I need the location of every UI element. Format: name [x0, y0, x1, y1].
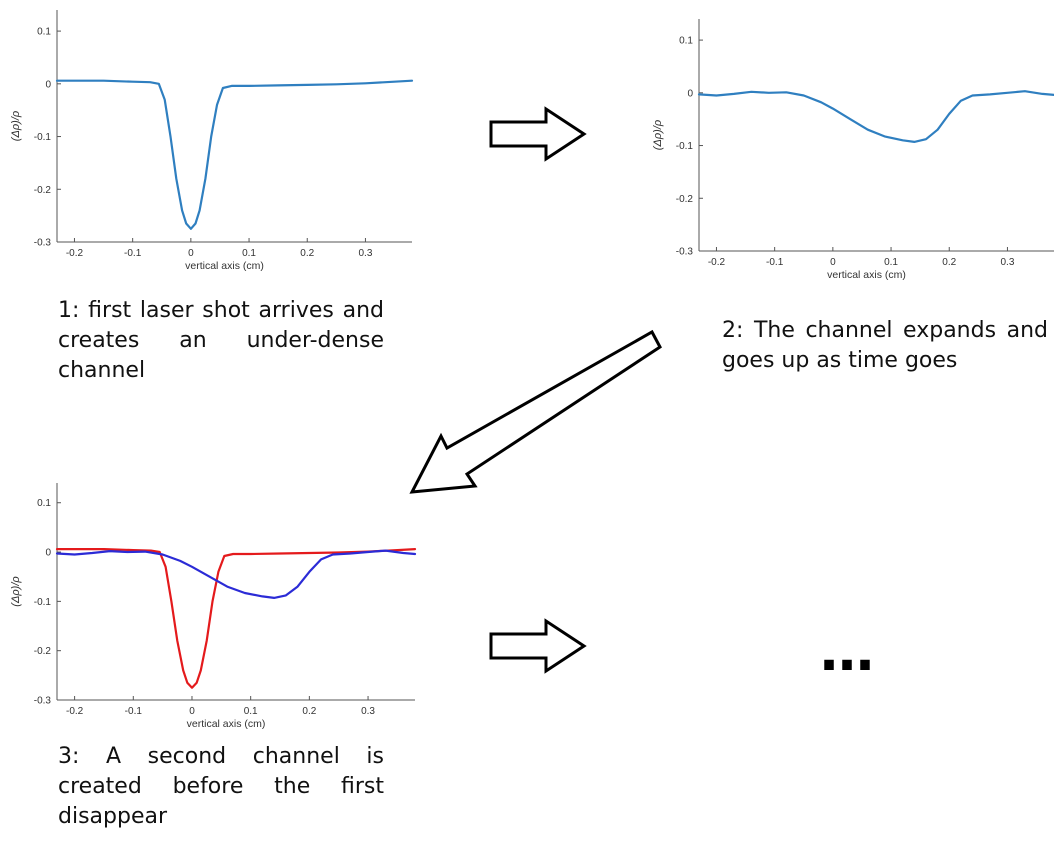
- y-tick-label: -0.2: [34, 646, 52, 657]
- chart-step-3: -0.2 -0.1 0 0.1 0.2 0.3 0.1 0 -0.1 -0.2 -0.3 vertic…: [10, 483, 417, 730]
- x-tick-label: 0.1: [242, 248, 256, 259]
- right-arrow-icon: [489, 618, 587, 674]
- y-tick-label: 0.1: [679, 36, 693, 47]
- y-tick-label: -0.3: [34, 238, 52, 249]
- x-axis-label: vertical axis (cm): [187, 718, 266, 730]
- caption-step-3: 3: A second channel is created before th…: [58, 744, 384, 829]
- x-tick-label: 0: [188, 248, 194, 259]
- x-tick-label: 0.2: [302, 706, 316, 717]
- y-tick-label: 0: [687, 88, 693, 99]
- caption-step-1: 1: first laser shot arrives and creates …: [58, 298, 384, 383]
- y-tick-label: -0.1: [34, 132, 52, 143]
- y-tick-label: -0.2: [676, 194, 694, 205]
- y-tick-label: 0.1: [37, 27, 51, 38]
- series-line-1: [55, 79, 414, 230]
- diagonal-arrow-icon: [409, 329, 662, 494]
- series-line-1: [697, 90, 1054, 143]
- y-axis-label: (Δρ)/ρ: [10, 576, 22, 606]
- x-axis-label: vertical axis (cm): [185, 260, 264, 272]
- y-tick-label: -0.1: [676, 141, 694, 152]
- x-tick-label: 0.3: [361, 706, 375, 717]
- ellipsis: …: [820, 620, 876, 683]
- y-tick-label: 0.1: [37, 498, 51, 509]
- x-tick-label: 0.2: [300, 248, 314, 259]
- right-arrow-icon: [489, 106, 587, 162]
- chart-step-1: -0.2 -0.1 0 0.1 0.2 0.3 0.1 0 -0.1 -0.2 -0.3 vertic…: [10, 10, 414, 272]
- y-axis-label: (Δρ)/ρ: [652, 120, 664, 150]
- chart-step-2: -0.2 -0.1 0 0.1 0.2 0.3 0.1 0 -0.1 -0.2 -0.3 vertic…: [652, 19, 1054, 281]
- x-tick-label: 0.3: [1000, 257, 1014, 268]
- caption-step-2: 2: The channel expands and goes up as ti…: [722, 318, 1048, 373]
- x-tick-label: 0.1: [244, 706, 258, 717]
- y-tick-label: -0.2: [34, 185, 52, 196]
- series-line-2: [55, 549, 417, 599]
- y-tick-label: -0.3: [34, 696, 52, 707]
- x-tick-label: -0.2: [66, 706, 84, 717]
- y-axis-label: (Δρ)/ρ: [10, 111, 22, 141]
- x-tick-label: 0: [189, 706, 195, 717]
- x-tick-label: -0.1: [124, 248, 142, 259]
- x-tick-label: -0.2: [708, 257, 726, 268]
- x-tick-label: 0: [830, 257, 836, 268]
- x-tick-label: 0.3: [358, 248, 372, 259]
- y-tick-label: 0: [45, 548, 51, 559]
- x-tick-label: 0.1: [884, 257, 898, 268]
- x-tick-label: -0.2: [66, 248, 84, 259]
- x-axis-label: vertical axis (cm): [827, 269, 906, 281]
- x-tick-label: 0.2: [942, 257, 956, 268]
- series-line-1: [55, 548, 417, 689]
- y-tick-label: -0.1: [34, 597, 52, 608]
- y-tick-label: 0: [45, 79, 51, 90]
- x-tick-label: -0.1: [125, 706, 143, 717]
- x-tick-label: -0.1: [766, 257, 784, 268]
- y-tick-label: -0.3: [676, 247, 694, 258]
